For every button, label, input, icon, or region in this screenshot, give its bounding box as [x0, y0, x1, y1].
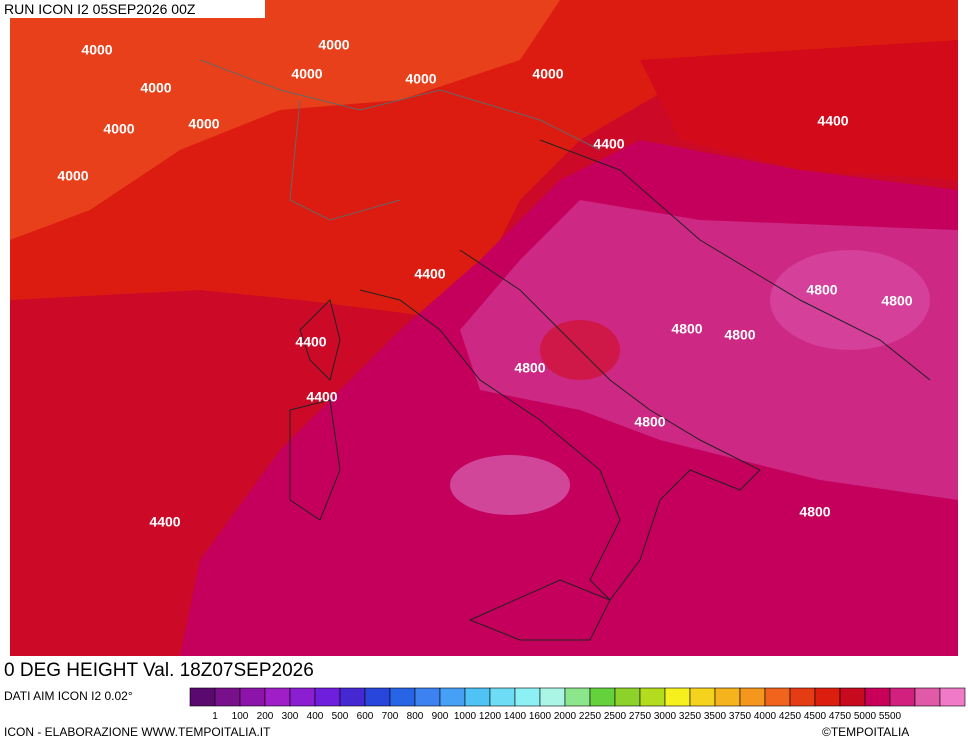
- colorbar-label: 300: [282, 711, 299, 722]
- colorbar-swatch: [239, 687, 266, 707]
- colorbar-label: 3000: [654, 711, 677, 722]
- colorbar-swatch: [514, 687, 541, 707]
- colorbar-swatch: [714, 687, 741, 707]
- colorbar-label: 1400: [504, 711, 527, 722]
- colorbar-label: 100: [232, 711, 249, 722]
- colorbar-swatch: [264, 687, 291, 707]
- contour-label: 4400: [306, 389, 337, 405]
- colorbar-swatch: [889, 687, 916, 707]
- colorbar-label: 1: [212, 711, 218, 722]
- contour-labels: 4000 4000 4000 4000 4000 4000 4000 4000 4000 4400…: [57, 37, 912, 679]
- colorbar-swatch: [689, 687, 716, 707]
- colorbar-swatch: [939, 687, 966, 707]
- colorbar-label: 4750: [829, 711, 852, 722]
- colorbar-swatch: [389, 687, 416, 707]
- colorbar-swatch: [439, 687, 466, 707]
- zone-darkred: [640, 40, 958, 180]
- colorbar-label: 600: [357, 711, 374, 722]
- colorbar-swatch: [664, 687, 691, 707]
- colorbar-swatch: [764, 687, 791, 707]
- colorbar-swatch: [864, 687, 891, 707]
- contour-label: 4000: [140, 80, 171, 96]
- map: [10, 0, 958, 656]
- colorbar-label: 2750: [629, 711, 652, 722]
- contour-label: 4400: [149, 514, 180, 530]
- colorbar-swatch: [814, 687, 841, 707]
- contour-label: 4000: [57, 168, 88, 184]
- contour-label: 4800: [799, 504, 830, 520]
- contour-label: 4800: [634, 414, 665, 430]
- colorbar-swatch: [639, 687, 666, 707]
- contour-label: 4000: [532, 66, 563, 82]
- run-label: RUN ICON I2 05SEP2026 00Z: [4, 1, 196, 17]
- contour-label: 4000: [291, 66, 322, 82]
- colorbar-swatch: [564, 687, 591, 707]
- source-label: DATI AIM ICON I2 0.02°: [4, 689, 133, 703]
- colorbar-label: 3750: [729, 711, 752, 722]
- colorbar-label: 1200: [479, 711, 502, 722]
- contour-label: 4800: [671, 321, 702, 337]
- colorbar-label: 500: [332, 711, 349, 722]
- colorbar-swatch: [189, 687, 216, 707]
- colorbar-label: 4250: [779, 711, 802, 722]
- colorbar: 1 100 200 300 400 500 600 700 800 900 1000 1200 1400…: [189, 687, 966, 722]
- colorbar-label: 4500: [804, 711, 827, 722]
- colorbar-label: 2250: [579, 711, 602, 722]
- colorbar-swatch: [789, 687, 816, 707]
- colorbar-label: 700: [382, 711, 399, 722]
- colorbar-label: 200: [257, 711, 274, 722]
- contour-label: 4800: [806, 282, 837, 298]
- colorbar-swatch: [589, 687, 616, 707]
- colorbar-label: 800: [407, 711, 424, 722]
- colorbar-label: 400: [307, 711, 324, 722]
- contour-label: 4800: [514, 360, 545, 376]
- header-box: [0, 0, 265, 18]
- colorbar-swatch: [914, 687, 941, 707]
- zone-pink: [770, 250, 930, 350]
- colorbar-label: 3250: [679, 711, 702, 722]
- contour-label: 4000: [81, 42, 112, 58]
- coastlines: [289, 139, 931, 641]
- colorbar-swatch: [364, 687, 391, 707]
- title-box: [0, 656, 415, 683]
- contour-label: 4400: [295, 334, 326, 350]
- colorbar-label: 5500: [879, 711, 902, 722]
- contour-label: 4800: [881, 293, 912, 309]
- contour-label: 4400: [593, 136, 624, 152]
- footer-left: ICON - ELABORAZIONE WWW.TEMPOITALIA.IT: [4, 725, 271, 739]
- colorbar-swatch: [739, 687, 766, 707]
- map-title: 0 DEG HEIGHT Val. 18Z07SEP2026: [4, 660, 314, 681]
- contour-label: 4000: [405, 71, 436, 87]
- colorbar-label: 4000: [754, 711, 777, 722]
- colorbar-swatch: [539, 687, 566, 707]
- colorbar-swatch: [414, 687, 441, 707]
- colorbar-swatch: [614, 687, 641, 707]
- colorbar-label: 3500: [704, 711, 727, 722]
- colorbar-swatch: [839, 687, 866, 707]
- colorbar-label: 5000: [854, 711, 877, 722]
- contour-label: 4000: [188, 116, 219, 132]
- colorbar-swatch: [214, 687, 241, 707]
- colorbar-swatch: [314, 687, 341, 707]
- zone-orange: [10, 0, 560, 240]
- contour-label: 4000: [318, 37, 349, 53]
- colorbar-swatch: [464, 687, 491, 707]
- colorbar-swatch: [289, 687, 316, 707]
- colorbar-label: 900: [432, 711, 449, 722]
- footer-right: ©TEMPOITALIA: [822, 725, 909, 739]
- colorbar-swatch: [339, 687, 366, 707]
- contour-label: 4000: [103, 121, 134, 137]
- contour-label: 4400: [414, 266, 445, 282]
- colorbar-label: 1600: [529, 711, 552, 722]
- contour-label: 4800: [724, 327, 755, 343]
- colorbar-label: 2500: [604, 711, 627, 722]
- contour-label: 4400: [817, 113, 848, 129]
- borders: [199, 59, 601, 221]
- colorbar-swatch: [489, 687, 516, 707]
- colorbar-label: 1000: [454, 711, 477, 722]
- colorbar-label: 2000: [554, 711, 577, 722]
- zone-pink: [450, 455, 570, 515]
